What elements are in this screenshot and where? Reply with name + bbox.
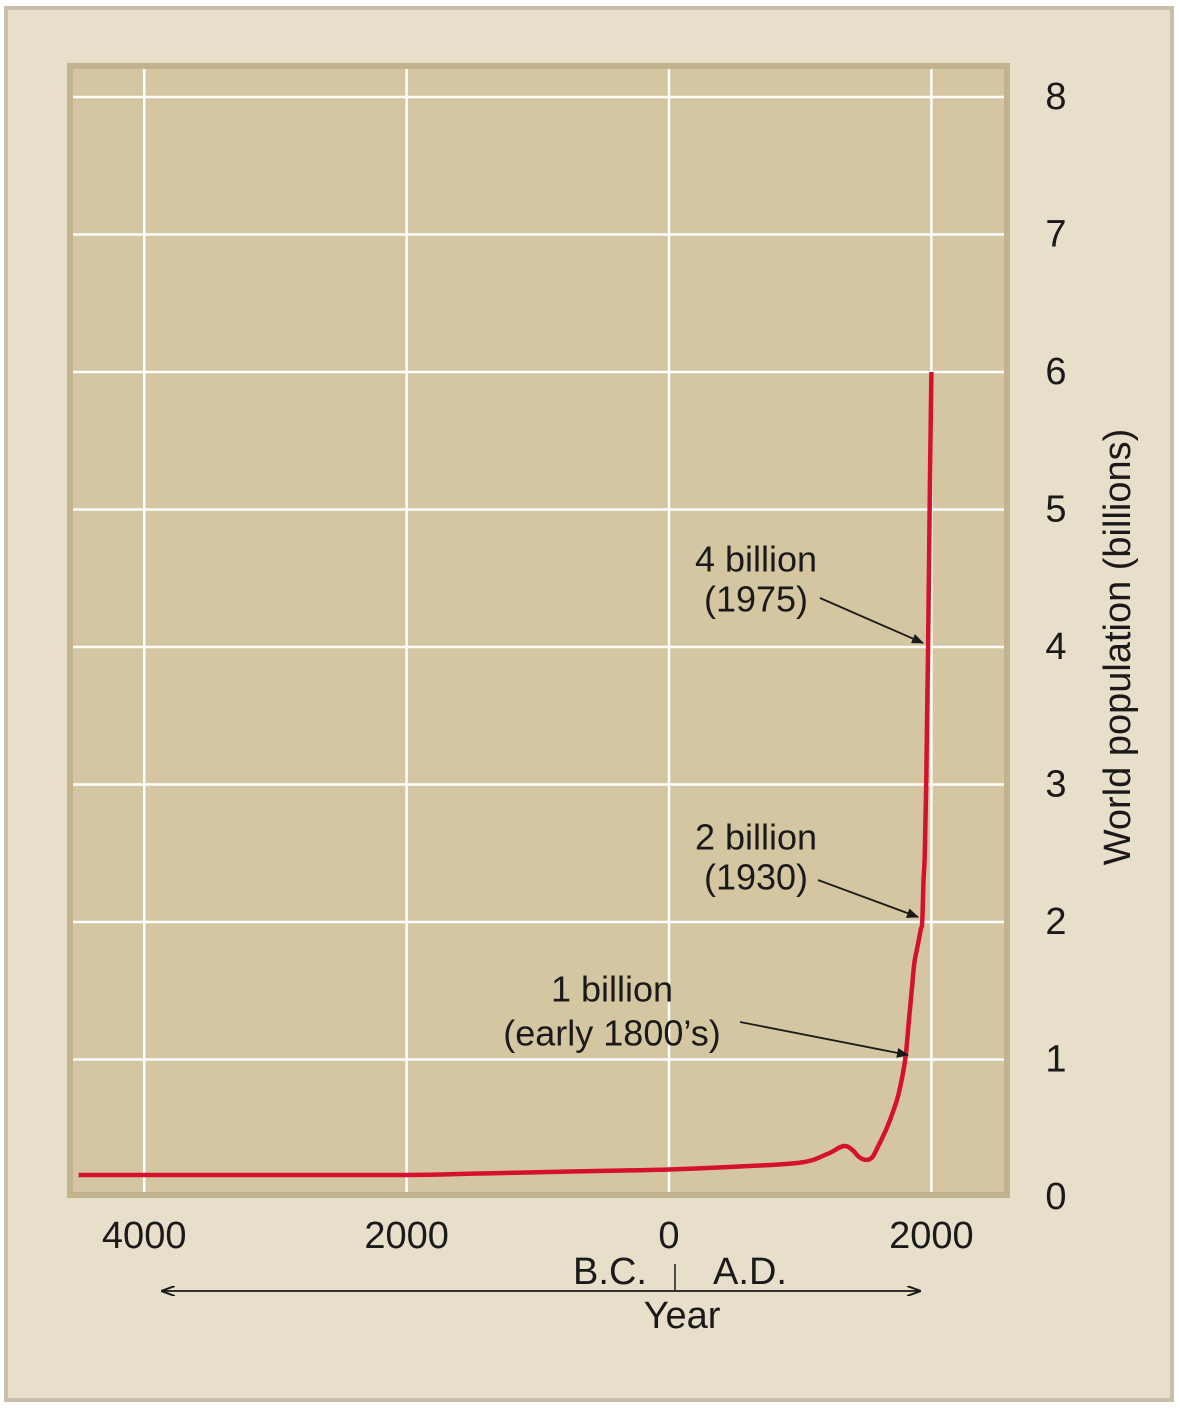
- series-layer: [78, 371, 934, 1178]
- y-tick-label: 6: [1045, 351, 1066, 393]
- bc-label: B.C.: [573, 1251, 647, 1293]
- tick-labels: 4000 2000 0 2000 0 1 2 3 4 5 6 7 8: [102, 76, 1067, 1257]
- annotation-label: 4 billion: [695, 539, 817, 580]
- annotation-label: (1930): [704, 857, 808, 898]
- x-tick-label: 2000: [889, 1215, 974, 1257]
- x-tick-label: 0: [658, 1215, 679, 1257]
- x-tick-label: 2000: [364, 1215, 449, 1257]
- y-tick-label: 1: [1045, 1039, 1066, 1081]
- y-tick-label: 2: [1045, 901, 1066, 943]
- y-tick-label: 3: [1045, 764, 1066, 806]
- x-tick-label: 4000: [102, 1215, 187, 1257]
- annotation-label: 2 billion: [695, 817, 817, 858]
- annotation-arrow: [739, 1021, 909, 1058]
- annotation-arrow: [817, 879, 919, 918]
- x-axis-title: Year: [644, 1295, 721, 1337]
- y-tick-label: 5: [1045, 489, 1066, 531]
- gridlines: [73, 69, 1004, 1192]
- y-tick-label: 4: [1045, 626, 1066, 668]
- population-line: [78, 371, 934, 1178]
- annotation-label: (early 1800’s): [503, 1013, 720, 1054]
- plot-area: [67, 63, 1010, 1198]
- y-tick-label: 0: [1045, 1176, 1066, 1218]
- annotation-label: (1975): [704, 579, 808, 620]
- y-tick-label: 7: [1045, 214, 1066, 256]
- annotation-arrow: [819, 597, 924, 644]
- y-tick-label: 8: [1045, 76, 1066, 118]
- axis-titles: B.C. A.D.Year World population (billions): [162, 429, 1139, 1337]
- ad-label: A.D.: [713, 1251, 787, 1293]
- annotation-label: 1 billion: [551, 969, 673, 1010]
- y-axis-title: World population (billions): [1097, 429, 1139, 866]
- annotations: 4 billion(1975) 2 billion(1930) 1 billion(…: [503, 539, 924, 1058]
